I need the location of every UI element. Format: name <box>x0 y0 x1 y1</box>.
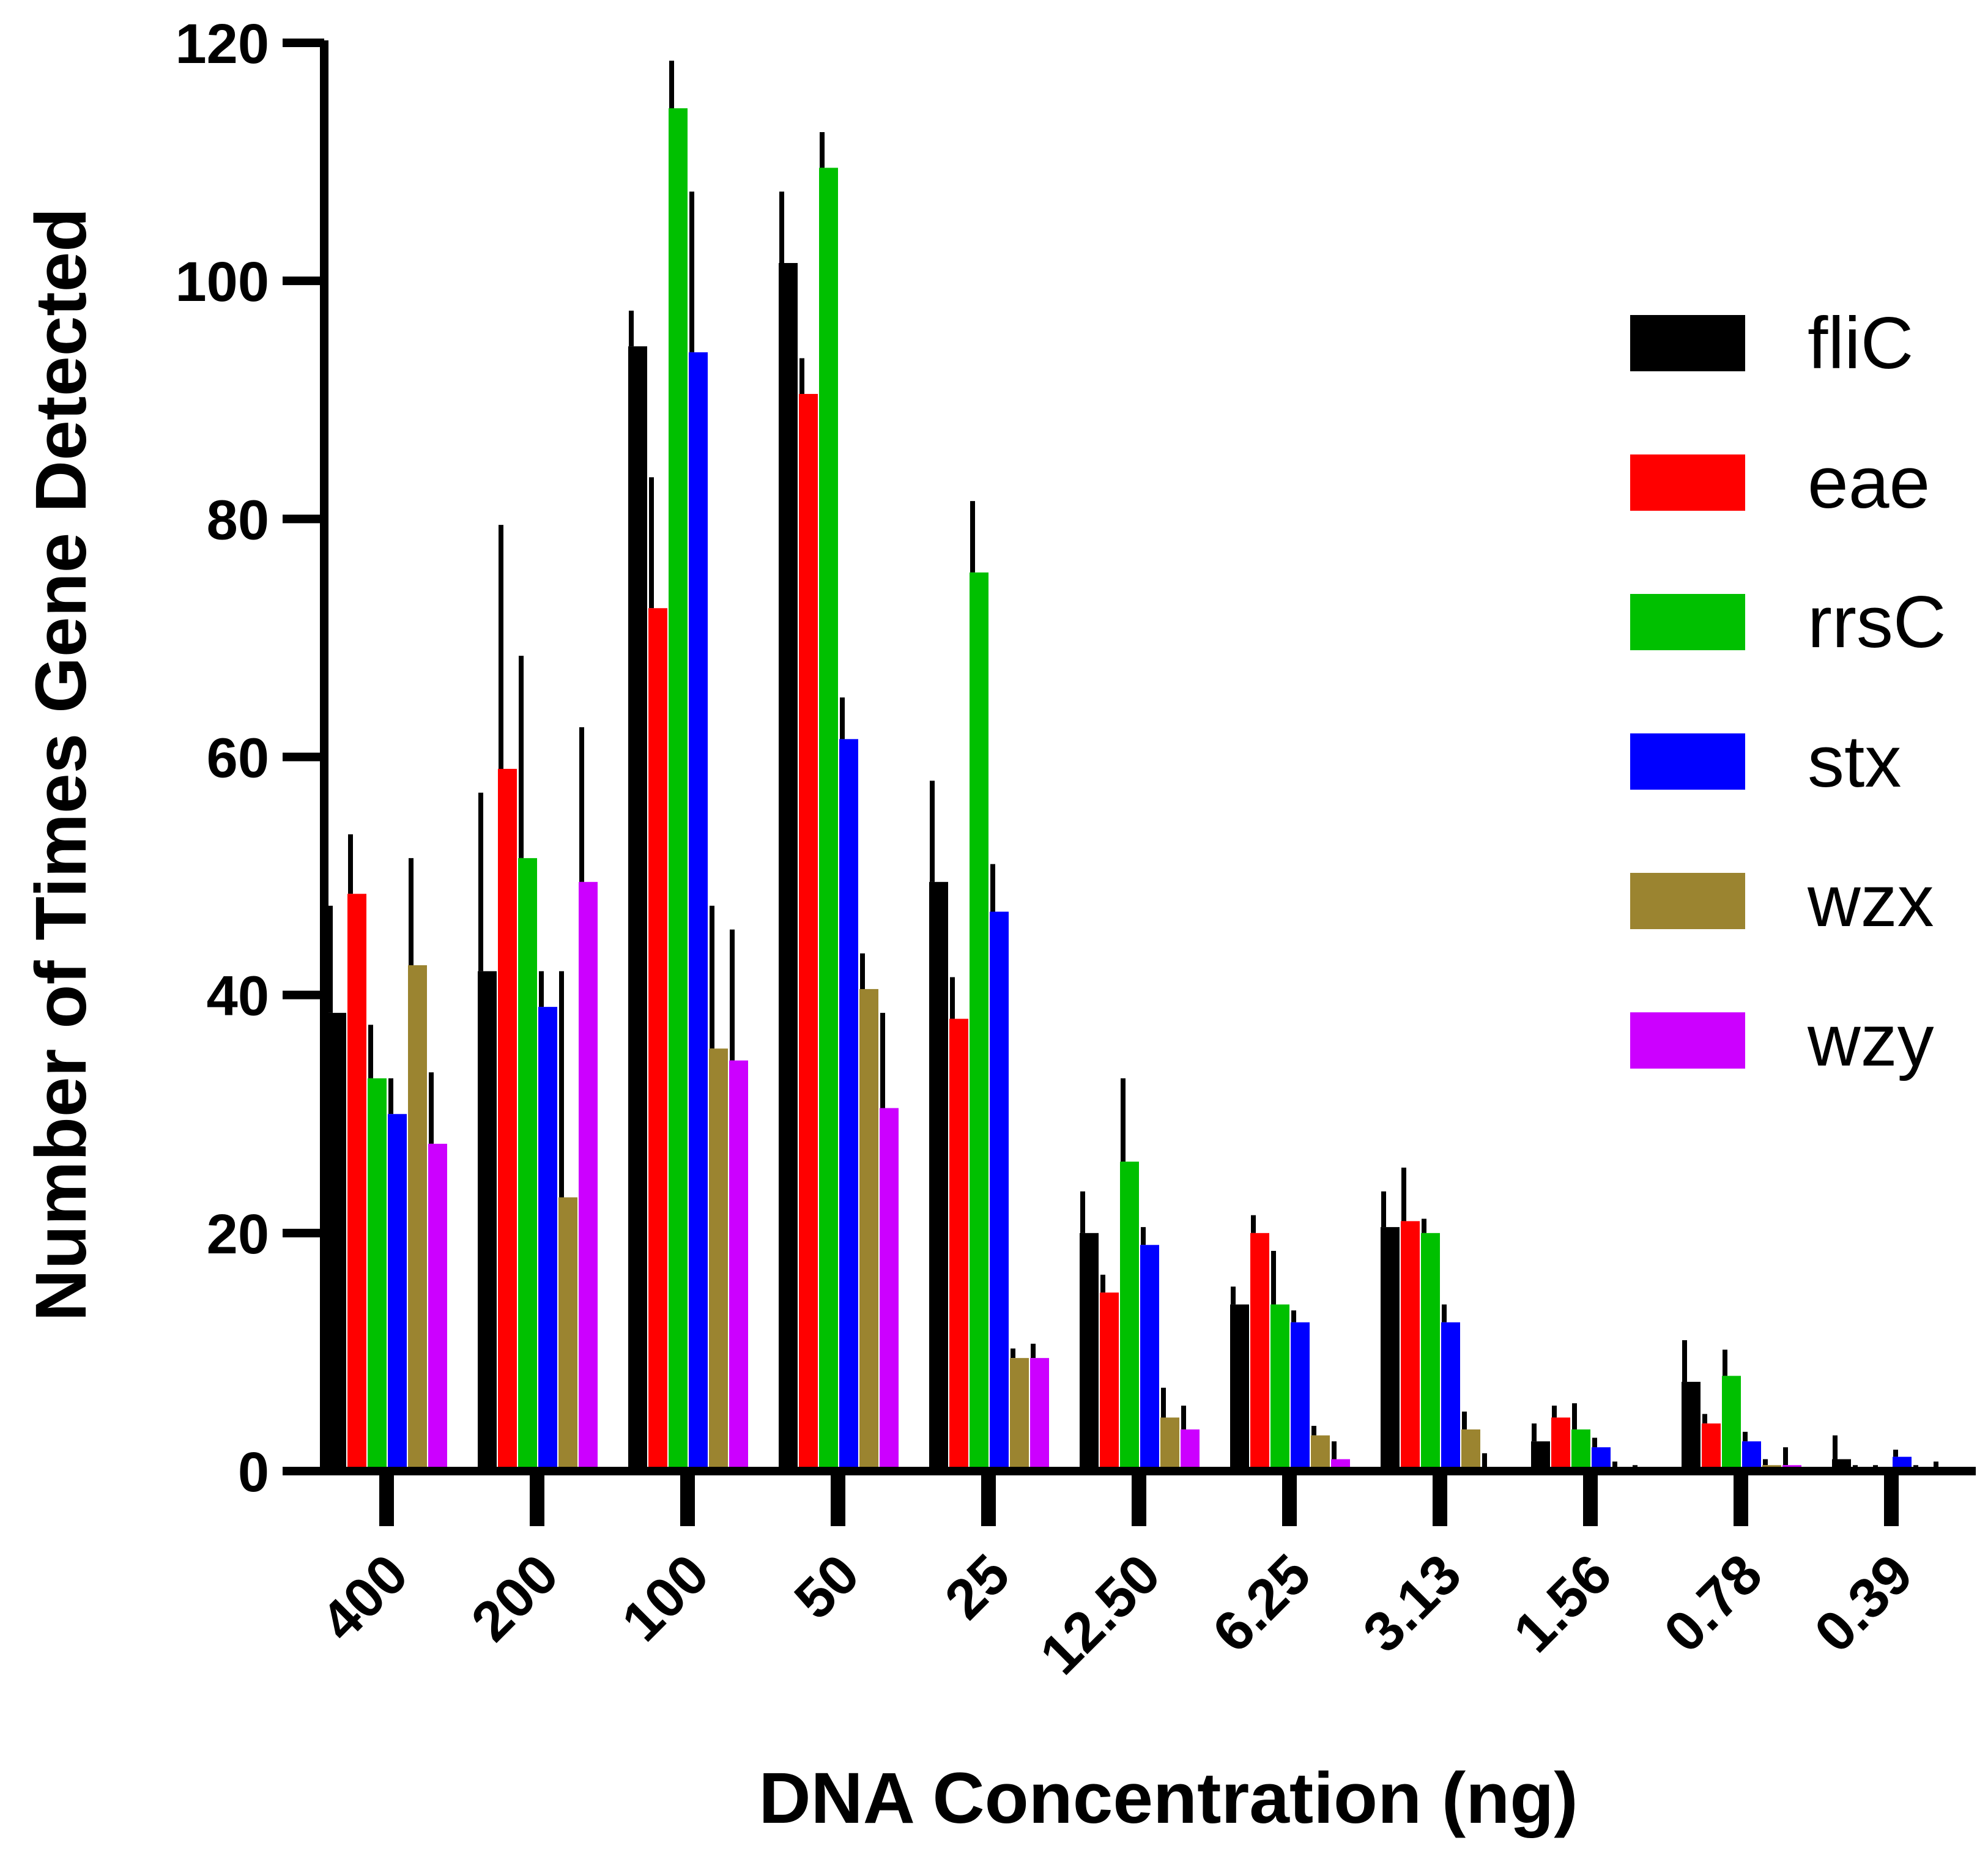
bar-fliC-50 <box>779 262 798 1472</box>
bar-stx-100 <box>689 352 708 1471</box>
x-axis-title: DNA Concentration (ng) <box>758 1758 1578 1839</box>
legend: fliC eae rrsC stx wzx wzy <box>1630 302 1946 1081</box>
y-tick-label: 100 <box>176 251 270 313</box>
bar-eae-100 <box>648 608 667 1472</box>
bar-fliC-3.13 <box>1381 1227 1400 1471</box>
bar-stx-400 <box>388 1114 407 1471</box>
y-tick-label: 80 <box>207 489 269 551</box>
bar-wzy-25 <box>1030 1358 1049 1471</box>
bar-wzx-100 <box>709 1048 728 1471</box>
bar-wzy-100 <box>729 1060 748 1471</box>
bar-fliC-0.78 <box>1682 1382 1701 1471</box>
bar-wzx-12.50 <box>1160 1417 1179 1471</box>
legend-swatch-wzx <box>1630 873 1745 929</box>
bar-stx-200 <box>538 1007 557 1471</box>
bar-eae-200 <box>498 768 517 1471</box>
bar-eae-3.13 <box>1401 1221 1420 1471</box>
legend-swatch-wzy <box>1630 1012 1745 1069</box>
x-tick-label: 200 <box>459 1543 570 1653</box>
legend-swatch-eae <box>1630 454 1745 511</box>
y-tick-label: 0 <box>238 1441 269 1504</box>
legend-swatch-stx <box>1630 733 1745 790</box>
legend-label-fliC: fliC <box>1808 302 1913 384</box>
bar-wzy-200 <box>579 881 598 1471</box>
bar-wzy-12.50 <box>1181 1429 1200 1471</box>
bar-rrsC-1.56 <box>1571 1429 1590 1471</box>
bar-rrsC-6.25 <box>1270 1304 1289 1471</box>
bar-wzx-200 <box>558 1197 577 1471</box>
x-tick-label: 25 <box>933 1543 1022 1631</box>
x-tick-label: 3.13 <box>1351 1543 1473 1664</box>
bar-rrsC-3.13 <box>1421 1233 1440 1471</box>
x-tick-label: 400 <box>309 1543 420 1653</box>
bar-rrsC-0.78 <box>1722 1376 1741 1471</box>
legend-label-stx: stx <box>1808 721 1901 803</box>
y-tick-label: 40 <box>207 965 269 1028</box>
bar-wzx-50 <box>859 988 878 1471</box>
bar-rrsC-50 <box>819 168 838 1471</box>
bar-fliC-6.25 <box>1230 1304 1249 1471</box>
bar-eae-12.50 <box>1100 1292 1119 1471</box>
bar-rrsC-25 <box>970 572 988 1472</box>
legend-swatch-rrsC <box>1630 594 1745 650</box>
legend-label-wzx: wzx <box>1807 860 1934 942</box>
bar-fliC-200 <box>478 971 497 1471</box>
bar-fliC-400 <box>327 1012 346 1471</box>
x-tick-label: 100 <box>610 1543 721 1653</box>
bar-wzy-400 <box>428 1143 447 1471</box>
bar-wzy-50 <box>880 1108 899 1471</box>
y-tick-label: 20 <box>207 1203 269 1266</box>
bars-layer <box>327 108 1952 1472</box>
bar-rrsC-200 <box>518 858 537 1471</box>
bar-rrsC-100 <box>669 108 688 1472</box>
y-tick-label: 120 <box>176 13 270 75</box>
legend-label-eae: eae <box>1808 442 1930 524</box>
x-tick-label: 6.25 <box>1201 1543 1322 1664</box>
x-tick-label: 50 <box>783 1543 871 1631</box>
bar-eae-400 <box>347 894 366 1471</box>
bar-rrsC-12.50 <box>1120 1162 1139 1471</box>
bar-stx-25 <box>990 911 1009 1471</box>
bar-fliC-12.50 <box>1080 1233 1099 1471</box>
legend-label-rrsC: rrsC <box>1808 581 1946 663</box>
bar-rrsC-400 <box>368 1078 387 1471</box>
legend-swatch-fliC <box>1630 315 1745 371</box>
bar-stx-3.13 <box>1441 1322 1460 1471</box>
bar-fliC-1.56 <box>1531 1441 1550 1471</box>
bar-eae-6.25 <box>1250 1233 1269 1471</box>
bar-stx-50 <box>839 739 858 1471</box>
bar-eae-1.56 <box>1551 1417 1570 1471</box>
legend-label-wzy: wzy <box>1807 999 1934 1081</box>
bar-stx-6.25 <box>1291 1322 1310 1471</box>
y-axis-title: Number of Times Gene Detected <box>21 208 102 1322</box>
bar-stx-0.78 <box>1742 1441 1761 1471</box>
bar-wzx-3.13 <box>1461 1429 1480 1471</box>
bar-stx-12.50 <box>1140 1245 1159 1471</box>
bar-fliC-25 <box>929 881 948 1471</box>
x-tick-label: 1.56 <box>1502 1543 1623 1664</box>
x-tick-label: 0.39 <box>1803 1543 1924 1664</box>
bar-eae-0.78 <box>1702 1423 1721 1471</box>
x-tick-label: 0.78 <box>1652 1543 1774 1664</box>
bar-wzx-25 <box>1010 1358 1029 1471</box>
bar-wzx-400 <box>408 965 427 1471</box>
x-tick-label: 12.50 <box>1028 1543 1172 1686</box>
bar-eae-25 <box>949 1018 968 1471</box>
bar-fliC-100 <box>628 346 647 1471</box>
error-bars-layer <box>328 61 1938 1471</box>
y-tick-label: 60 <box>207 727 269 790</box>
bar-wzx-6.25 <box>1311 1435 1330 1471</box>
bar-eae-50 <box>799 394 818 1472</box>
